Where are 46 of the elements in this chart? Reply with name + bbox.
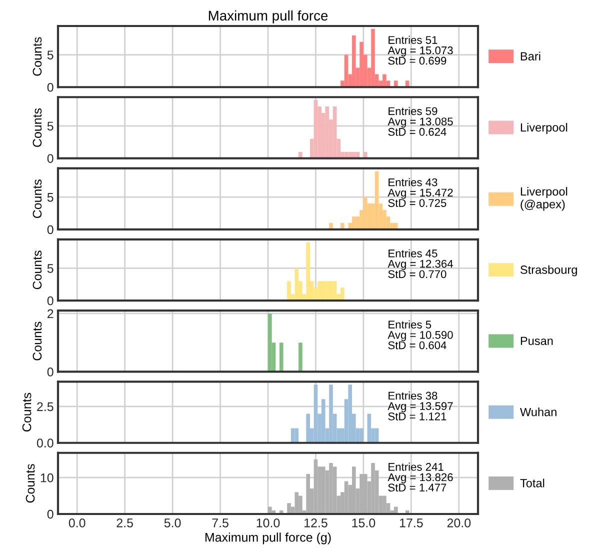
annotation: Entries 241 Avg = 13.826 StD = 1.477 (388, 462, 453, 492)
x-tick-label: 7.5 (212, 518, 228, 528)
x-tick-label: 12.5 (304, 518, 328, 528)
y-tick-label: 5 (47, 264, 54, 273)
x-tick-label: 20.0 (447, 518, 471, 528)
y-tick-label: 0 (47, 368, 54, 376)
y-tick-label: 0 (47, 154, 54, 163)
annotation: Entries 59 Avg = 13.085 StD = 0.624 (388, 106, 453, 136)
y-tick-label: 0.0 (36, 438, 54, 448)
x-tick-label: 2.5 (116, 518, 133, 528)
legend-label: Strasbourg (520, 265, 577, 276)
y-axis-title: Counts (32, 180, 42, 218)
y-tick-label: 0 (47, 225, 54, 234)
legend-label: Liverpool (@apex) (520, 186, 568, 211)
annotation: Entries 45 Avg = 12.364 StD = 0.770 (388, 249, 453, 278)
legend-label: Total (520, 478, 544, 488)
x-tick-label: 17.5 (400, 518, 423, 528)
legend-label: Wuhan (520, 408, 556, 416)
x-axis-title: Maximum pull force (g) (205, 532, 331, 544)
annotation: Entries 38 Avg = 13.597 StD = 1.121 (388, 391, 453, 420)
y-axis-title: Counts (32, 322, 42, 360)
y-tick-label: 10 (40, 473, 54, 482)
annotation: Entries 43 Avg = 15.472 StD = 0.725 (388, 178, 453, 207)
y-axis-title: Counts (22, 392, 32, 432)
annotation: Entries 5 Avg = 10.590 StD = 0.604 (388, 320, 453, 350)
x-tick-label: 15.0 (352, 518, 376, 528)
y-axis-title: Counts (26, 464, 35, 503)
x-tick-label: 5.0 (164, 518, 181, 528)
y-tick-label: 5 (47, 122, 54, 131)
y-tick-label: 0 (47, 296, 54, 306)
y-tick-label: 2 (48, 309, 54, 318)
legend-label: Bari (520, 52, 540, 60)
legend-label: Liverpool (520, 122, 568, 134)
y-tick-label: 0 (47, 82, 54, 92)
annotation: Entries 51 Avg = 15.073 StD = 0.699 (388, 36, 453, 65)
chart-title: Maximum pull force (208, 10, 328, 24)
y-axis-title: Counts (32, 250, 42, 290)
y-tick-label: 5 (47, 193, 54, 202)
y-axis-title: Counts (32, 37, 42, 76)
x-tick-label: 0.0 (68, 518, 86, 528)
legend-label: Pusan (520, 336, 553, 346)
y-tick-label: 0 (47, 510, 54, 519)
y-tick-label: 2.5 (37, 402, 54, 412)
x-tick-label: 10.0 (256, 518, 280, 528)
y-axis-title: Counts (32, 108, 42, 147)
y-tick-label: 5 (47, 50, 54, 60)
